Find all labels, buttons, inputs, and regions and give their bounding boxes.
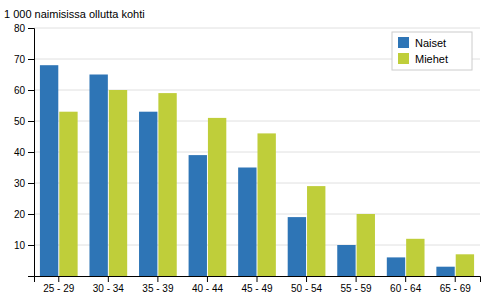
x-axis-line (35, 277, 481, 283)
legend-label: Naiset (415, 37, 446, 49)
chart: 10 20 30 40 50 60 70 80 25 - 29 30 - 34 35 - 39 40 … (0, 0, 492, 302)
y-tick-label: 30 (14, 178, 26, 189)
x-tick-mark (157, 276, 158, 282)
y-tick: 80 (14, 23, 34, 34)
x-tick: 45 - 49 (241, 276, 273, 294)
x-tick-mark (356, 276, 357, 282)
y-label: 1 000 naimisissa ollutta kohti (4, 8, 145, 20)
bar (89, 75, 107, 277)
y-tick-mark (28, 245, 34, 246)
y-tick-mark (28, 90, 34, 91)
y-tick: 10 (14, 240, 34, 251)
x-tick-mark (207, 276, 208, 282)
legend-item: Miehet (398, 53, 448, 65)
legend-swatch (398, 53, 409, 64)
bar (288, 217, 306, 276)
y-tick: 70 (14, 54, 34, 65)
bar (208, 118, 226, 276)
x-tick-mark (306, 276, 307, 282)
bar (158, 93, 176, 276)
bar (59, 112, 77, 276)
y-axis-line (28, 29, 35, 277)
x-tick-label: 40 - 44 (192, 283, 224, 294)
y-tick-label: 70 (14, 54, 26, 65)
bar-series (40, 65, 455, 276)
x-tick-mark (405, 276, 406, 282)
legend: Naiset Miehet (392, 32, 472, 70)
y-tick: 60 (14, 85, 34, 96)
x-tick: 40 - 44 (192, 276, 224, 294)
y-tick: 40 (14, 147, 34, 158)
y-tick-label: 10 (14, 240, 26, 251)
bar (456, 254, 474, 276)
x-tick-mark (58, 276, 59, 282)
x-tick-label: 35 - 39 (142, 283, 174, 294)
y-tick-mark (28, 121, 34, 122)
x-tick: 50 - 54 (291, 276, 323, 294)
legend-label: Miehet (415, 53, 448, 65)
x-tick: 35 - 39 (142, 276, 174, 294)
y-tick-label: 80 (14, 23, 26, 34)
x-tick-label: 50 - 54 (291, 283, 323, 294)
x-tick: 55 - 59 (341, 276, 373, 294)
y-tick-label: 50 (14, 116, 26, 127)
bar (357, 214, 375, 276)
x-tick-label: 55 - 59 (341, 283, 373, 294)
bar (406, 239, 424, 276)
x-tick-mark (108, 276, 109, 282)
legend-frame (392, 32, 472, 70)
bar (337, 245, 355, 276)
bars (40, 65, 474, 276)
y-tick-label: 40 (14, 147, 26, 158)
bar (436, 267, 454, 276)
bar (109, 90, 127, 276)
bar-series (59, 90, 474, 276)
bar (139, 112, 157, 276)
x-tick-label: 45 - 49 (241, 283, 273, 294)
bar (189, 155, 207, 276)
y-tick-mark (28, 59, 34, 60)
bar (307, 186, 325, 276)
x-tick-label: 30 - 34 (93, 283, 125, 294)
legend-item: Naiset (398, 37, 446, 49)
legend-swatch (398, 37, 409, 48)
bar (238, 168, 256, 277)
y-axis: 10 20 30 40 50 60 70 80 (14, 23, 35, 277)
x-tick-mark (257, 276, 258, 282)
x-tick: 60 - 64 (390, 276, 422, 294)
x-tick-mark (455, 276, 456, 282)
y-tick-label: 60 (14, 85, 26, 96)
bar (387, 257, 405, 276)
y-tick-mark (28, 214, 34, 215)
x-axis: 25 - 29 30 - 34 35 - 39 40 - 44 45 - 49 50 - … (35, 276, 481, 294)
y-tick-mark (28, 28, 34, 29)
bar (40, 65, 58, 276)
x-tick: 25 - 29 (43, 276, 75, 294)
x-tick-label: 65 - 69 (440, 283, 472, 294)
bar (257, 133, 275, 276)
y-tick: 30 (14, 178, 34, 189)
y-tick-label: 20 (14, 209, 26, 220)
plot: 10 20 30 40 50 60 70 80 25 - 29 30 - 34 35 - 39 40 … (14, 23, 481, 294)
y-tick-mark (28, 152, 34, 153)
x-tick-label: 25 - 29 (43, 283, 75, 294)
y-tick: 50 (14, 116, 34, 127)
x-tick-label: 60 - 64 (390, 283, 422, 294)
grid-line (34, 28, 480, 29)
y-tick: 20 (14, 209, 34, 220)
x-tick: 30 - 34 (93, 276, 125, 294)
x-tick: 65 - 69 (440, 276, 472, 294)
y-tick-mark (28, 183, 34, 184)
